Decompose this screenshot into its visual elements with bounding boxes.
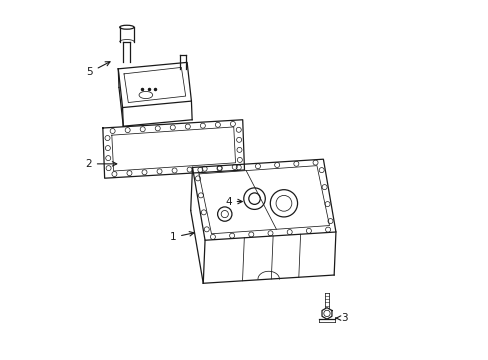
Text: 4: 4 [224, 197, 242, 207]
Text: 1: 1 [169, 231, 194, 242]
Text: 3: 3 [335, 313, 347, 323]
Text: 2: 2 [85, 159, 117, 169]
Text: 5: 5 [86, 62, 110, 77]
